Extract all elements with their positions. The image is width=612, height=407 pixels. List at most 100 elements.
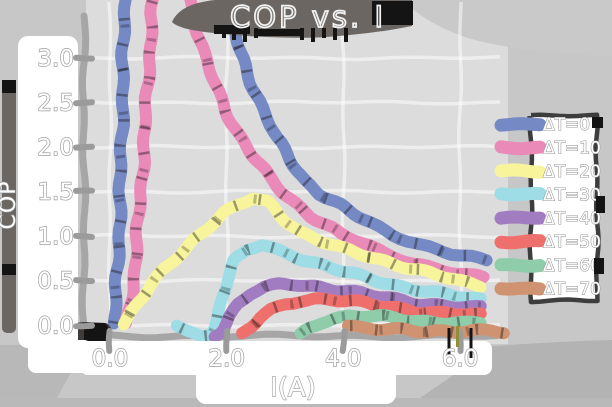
data-curves — [107, 0, 510, 343]
legend-label: ΔT=30 — [543, 186, 601, 206]
curve-dTT-0 — [107, 0, 493, 330]
curve-line — [119, 0, 490, 330]
curve-dTT-60 — [294, 309, 487, 340]
curve-dTT-50 — [236, 292, 487, 340]
legend-swatch — [494, 186, 547, 202]
curve-hatch2 — [347, 321, 505, 338]
ink-blobs — [2, 0, 413, 333]
legend-box — [531, 116, 597, 301]
legend-label: ΔT=10 — [543, 139, 601, 159]
left-spine — [78, 12, 90, 345]
y-tick — [73, 143, 95, 151]
y-tick — [73, 322, 95, 330]
ylabel-ink-black-1 — [2, 80, 16, 93]
curve-dTT-10 — [119, 0, 490, 330]
y-tick — [73, 232, 95, 240]
curve-line — [170, 239, 487, 343]
legend-swatch — [494, 140, 547, 156]
axis-text: COP vs. I I(A) COP 0.0 0.5 1.0 1.5 2.0 2.5 3.0… — [0, 0, 479, 404]
gridline-y — [87, 99, 501, 106]
legend-label: ΔT=20 — [543, 162, 601, 182]
curve-line — [294, 309, 487, 340]
y-tick — [73, 99, 95, 107]
under-title-dash — [322, 28, 326, 38]
curve-hatch — [347, 320, 505, 339]
legend-item: ΔT=70 — [494, 279, 601, 300]
chart-title: COP vs. I — [230, 0, 386, 34]
gridline-y — [87, 143, 501, 151]
legend-swatch — [494, 163, 547, 179]
x-tick-label: 2.0 — [208, 346, 245, 372]
under-title-dash — [254, 28, 258, 38]
legend-item: ΔT=20 — [494, 161, 601, 183]
legend-item: ΔT=0 — [494, 114, 591, 136]
y-tick-label: 1.0 — [37, 224, 74, 250]
y-tick — [73, 277, 95, 285]
curve-dTT-30 — [170, 239, 487, 343]
legend-label: ΔT=0 — [543, 115, 590, 135]
legend-item: ΔT=30 — [494, 185, 601, 206]
title-ink-black-1 — [372, 1, 413, 25]
y-tick-label: 3.0 — [37, 46, 74, 72]
ytick-label-patch — [18, 36, 78, 348]
under-title-dash — [243, 28, 247, 42]
label-patches — [18, 36, 492, 404]
under-title-dash — [344, 28, 348, 42]
tick-marks — [73, 54, 473, 358]
legend-label: ΔT=70 — [543, 280, 601, 300]
curve-dTT-40 — [208, 277, 487, 343]
x-axis-label: I(A) — [270, 373, 316, 403]
gridline-y — [87, 188, 501, 195]
black-tick-1 — [447, 328, 451, 357]
legend-item: ΔT=40 — [494, 208, 601, 230]
corner-label-patch — [28, 340, 92, 373]
under-title-dash — [311, 28, 315, 42]
legend-swatch — [494, 233, 547, 250]
x-tick-label: 4.0 — [325, 346, 362, 372]
y-tick-label: 0.0 — [37, 313, 74, 339]
gridline-y — [87, 232, 500, 240]
legend-swatch — [494, 210, 547, 225]
ylabel-ink-black-2 — [2, 264, 16, 275]
under-title-dash — [300, 28, 304, 40]
xlabel-patch — [196, 366, 396, 404]
under-title-dash — [222, 28, 226, 38]
curve-line — [208, 277, 487, 343]
y-tick-label: 2.0 — [37, 135, 74, 161]
legend-label: ΔT=50 — [543, 233, 601, 253]
x-tick-label: 0.0 — [92, 346, 129, 372]
legend-ink-1 — [592, 117, 603, 128]
legend-item: ΔT=60 — [494, 255, 601, 277]
x-tick — [456, 328, 464, 354]
olive-tick — [456, 326, 459, 347]
legend-label: ΔT=60 — [543, 256, 601, 276]
legend-swatch — [494, 258, 547, 273]
legend-ink-3 — [594, 258, 604, 274]
gridline-y — [87, 54, 501, 62]
legend-swatch — [494, 281, 547, 296]
y-tick — [73, 54, 95, 62]
curve-line — [342, 319, 510, 340]
curve-hatch — [239, 292, 481, 338]
x-tick — [223, 328, 231, 354]
y-tick-label: 2.5 — [37, 90, 74, 116]
legend-ink-2 — [596, 196, 605, 213]
x-tick — [105, 328, 113, 354]
curve-dTT-20 — [117, 192, 487, 331]
curve-line — [107, 0, 493, 330]
under-title-dash — [232, 28, 236, 40]
legend-item: ΔT=50 — [494, 232, 601, 253]
legend-label: ΔT=40 — [543, 209, 601, 229]
legend-item: ΔT=10 — [494, 138, 601, 159]
under-title-dash — [333, 28, 337, 40]
x-tick-label: 6.0 — [442, 346, 479, 372]
curve-line — [117, 192, 487, 331]
y-tick-label: 1.5 — [37, 180, 74, 206]
y-axis-label: COP — [0, 181, 21, 230]
title-ink-black-3 — [258, 29, 304, 36]
legend: ΔT=0 ΔT=10 ΔT=20 ΔT=30 ΔT=40 ΔT=50 ΔT=60 ΔT=70 — [494, 112, 605, 305]
curve-line — [236, 292, 487, 340]
y-tick-label: 0.5 — [37, 269, 74, 295]
